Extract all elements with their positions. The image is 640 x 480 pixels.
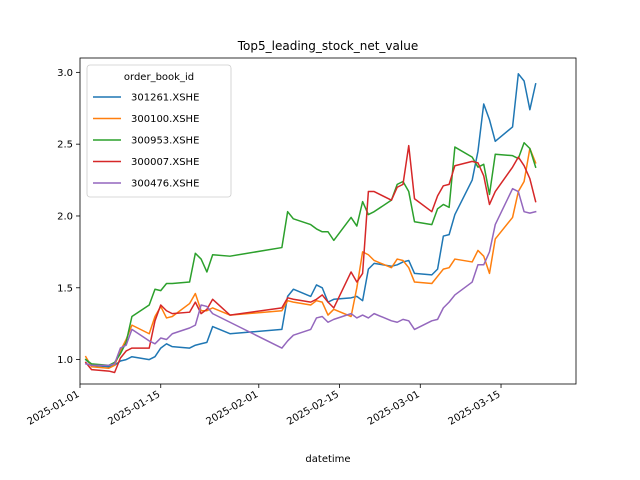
series-line-300476-xshe xyxy=(84,187,537,367)
series-line-300007-xshe xyxy=(84,144,537,374)
y-tick-label: 1.5 xyxy=(57,283,73,294)
x-axis-label: datetime xyxy=(305,454,350,465)
legend: order_book_id 301261.XSHE 300100.XSHE 3009… xyxy=(86,64,232,198)
legend-label: 301261.XSHE xyxy=(131,93,199,104)
series-line-300953-xshe xyxy=(84,141,537,367)
legend-label: 300476.XSHE xyxy=(131,179,199,190)
series-line-301261-xshe xyxy=(84,73,537,368)
y-tick-label: 1.0 xyxy=(57,355,73,366)
chart-title: Top5_leading_stock_net_value xyxy=(237,39,418,53)
y-tick-label: 3.0 xyxy=(57,68,73,79)
y-tick-label: 2.5 xyxy=(57,140,73,151)
y-tick-label: 2.0 xyxy=(57,211,73,222)
legend-title: order_book_id xyxy=(124,72,194,83)
legend-box xyxy=(86,64,232,198)
series-line-300100-xshe xyxy=(84,147,537,369)
legend-label: 300953.XSHE xyxy=(131,136,199,147)
legend-label: 300007.XSHE xyxy=(131,157,199,168)
series-lines xyxy=(84,73,537,374)
legend-label: 300100.XSHE xyxy=(131,114,199,125)
plot-area-frame xyxy=(79,57,577,385)
y-axis: 1.0 1.5 2.0 2.5 3.0 xyxy=(57,68,80,366)
legend-items: 301261.XSHE 300100.XSHE 300953.XSHE 300007.… xyxy=(93,93,199,190)
